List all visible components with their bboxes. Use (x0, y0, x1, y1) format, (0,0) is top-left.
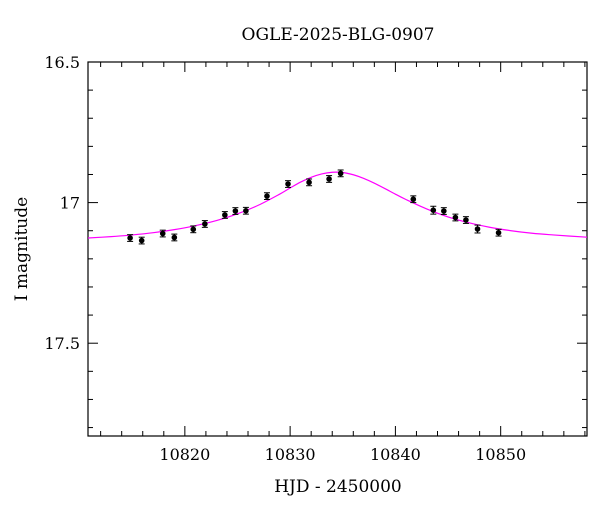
data-points-layer (127, 169, 502, 245)
x-axis-label: HJD - 2450000 (274, 477, 402, 497)
data-point (201, 220, 208, 228)
data-point (221, 211, 228, 219)
data-point (410, 195, 417, 204)
y-tick-labels: 16.5 17 17.5 (44, 53, 80, 353)
data-point (232, 207, 239, 215)
data-point (495, 228, 502, 237)
y-tick-label: 17 (60, 194, 80, 213)
data-point-marker (474, 226, 481, 232)
data-point (190, 225, 197, 234)
data-point-marker (495, 229, 502, 236)
data-point-marker (159, 230, 166, 237)
data-point-marker (441, 208, 447, 214)
data-point (440, 207, 447, 215)
plot-frame (87, 61, 588, 437)
data-point-marker (138, 237, 145, 244)
data-point-marker (452, 214, 459, 221)
data-point-marker (463, 217, 469, 223)
data-point-marker (410, 196, 417, 203)
data-point-marker (306, 179, 312, 186)
data-point-marker (232, 208, 239, 214)
chart-title: OGLE-2025-BLG-0907 (242, 25, 435, 45)
data-point-marker (264, 193, 270, 199)
model-curve-layer (87, 171, 588, 239)
data-point (430, 205, 437, 215)
x-tick-label: 10840 (370, 445, 421, 464)
data-point (263, 192, 270, 201)
x-tick-label: 10850 (475, 445, 526, 464)
data-point (306, 178, 313, 187)
data-point (326, 175, 333, 183)
data-point (285, 180, 292, 188)
data-point (127, 234, 134, 242)
data-point (462, 216, 469, 224)
data-point-marker (285, 181, 291, 187)
x-tick-label: 10830 (265, 445, 316, 464)
x-tick-label: 10820 (159, 445, 210, 464)
data-point (474, 224, 481, 234)
data-point (171, 233, 178, 242)
data-point (452, 213, 459, 222)
data-point (159, 229, 166, 238)
axis-ticks (88, 61, 587, 436)
model-curve (87, 171, 588, 239)
data-point-marker (190, 226, 197, 233)
y-tick-label: 16.5 (44, 53, 80, 72)
data-point-marker (430, 207, 437, 213)
x-tick-labels: 10820 10830 10840 10850 (159, 445, 526, 464)
data-point-marker (222, 212, 228, 218)
y-tick-label: 17.5 (44, 334, 80, 353)
data-point (242, 206, 249, 215)
data-point-marker (337, 170, 344, 177)
data-point (337, 169, 344, 178)
data-point-marker (243, 207, 249, 214)
data-point-marker (127, 235, 133, 241)
data-point-marker (202, 221, 208, 227)
data-point (138, 236, 145, 245)
y-axis-label: I magnitude (12, 197, 32, 301)
data-point-marker (171, 234, 178, 241)
data-point-marker (326, 176, 332, 182)
